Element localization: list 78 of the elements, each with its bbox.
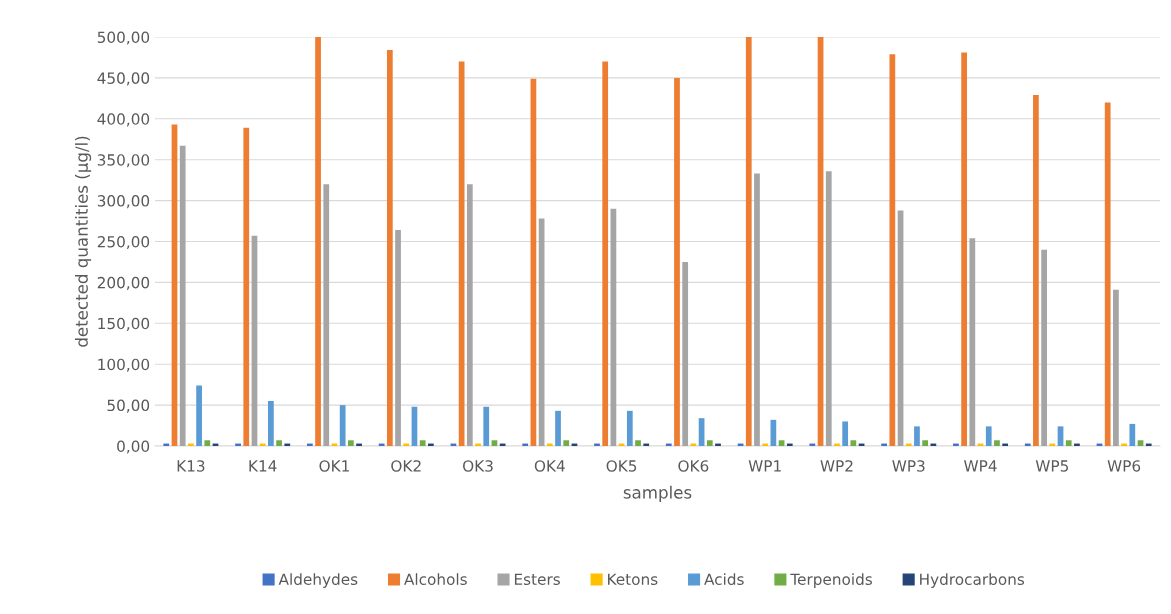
x-tick-label: WP6 (1107, 460, 1141, 472)
y-tick-label: 150,00 (98, 317, 150, 331)
y-tick-label: 0,00 (117, 440, 150, 454)
x-tick-label: OK3 (463, 460, 493, 472)
y-tick-label: 100,00 (98, 358, 150, 372)
y-tick-label: 250,00 (97, 235, 150, 250)
legend-label: Ketons (608, 573, 658, 586)
bar (914, 426, 920, 446)
bar (842, 421, 849, 446)
bar (778, 440, 785, 446)
bar (674, 77, 680, 446)
y-tick-label: 450,00 (97, 72, 150, 86)
bar (1113, 289, 1119, 446)
bar (204, 440, 211, 446)
bar (626, 410, 633, 446)
x-tick-label: WP3 (892, 460, 925, 472)
bar (386, 50, 393, 446)
bar (1065, 440, 1072, 446)
x-tick-label: WP1 (748, 460, 781, 472)
x-tick-label: K13 (177, 460, 205, 472)
bar (994, 440, 1000, 446)
x-tick-label: WP2 (820, 460, 853, 472)
x-tick-label: OK5 (606, 460, 637, 472)
x-tick-label: OK4 (534, 460, 565, 472)
x-tick-label: OK2 (391, 460, 421, 472)
y-tick-label: 500,00 (97, 31, 150, 45)
bar (179, 145, 186, 446)
bar (635, 440, 641, 446)
bar (825, 171, 832, 446)
bar (323, 184, 330, 446)
bar (563, 440, 570, 446)
bar (491, 440, 498, 446)
bar (682, 261, 689, 446)
legend-label: Alcohols (404, 573, 467, 586)
legend-label: Aldehydes (278, 573, 358, 588)
bar (985, 426, 992, 446)
bar (754, 173, 760, 446)
bar (961, 52, 967, 446)
bar (196, 385, 202, 446)
y-tick-label: 200,00 (97, 276, 150, 290)
bar (348, 440, 354, 446)
bar (969, 238, 976, 446)
bar (922, 440, 929, 446)
y-tick-label: 400,00 (97, 113, 150, 127)
x-tick-label: WP4 (964, 460, 997, 472)
legend-label: Hydrocarbons (920, 573, 1025, 588)
legend-label: Terpenoids (790, 573, 873, 588)
bar (483, 406, 490, 446)
legend-label: Acids (704, 573, 744, 586)
bar (745, 37, 752, 446)
bar (1137, 440, 1144, 446)
bar (395, 230, 401, 446)
y-axis-title: detected quantities (µg/l) (75, 136, 92, 347)
x-tick-label: OK1 (319, 460, 349, 472)
y-tick-label: 350,00 (97, 154, 150, 168)
x-tick-label: OK6 (678, 460, 709, 472)
bar (1104, 102, 1111, 446)
bar (1129, 423, 1136, 446)
bar (889, 54, 896, 446)
bar (243, 127, 250, 446)
y-tick-label: 300,00 (97, 195, 150, 209)
x-tick-label: WP5 (1035, 460, 1069, 472)
bar (339, 405, 346, 446)
bar (602, 61, 609, 446)
bar (1041, 249, 1047, 446)
x-tick-label: K14 (249, 460, 277, 472)
bar (555, 410, 561, 446)
bar (850, 440, 857, 446)
bar (315, 37, 321, 446)
bar (706, 440, 713, 446)
bar (268, 401, 274, 446)
y-tick-label: 50,00 (107, 399, 150, 413)
bar (1033, 95, 1039, 446)
x-axis-title: samples (623, 485, 692, 502)
bar (276, 440, 282, 446)
legend-label: Esters (514, 573, 560, 586)
bar (466, 184, 473, 446)
bar (419, 440, 426, 446)
